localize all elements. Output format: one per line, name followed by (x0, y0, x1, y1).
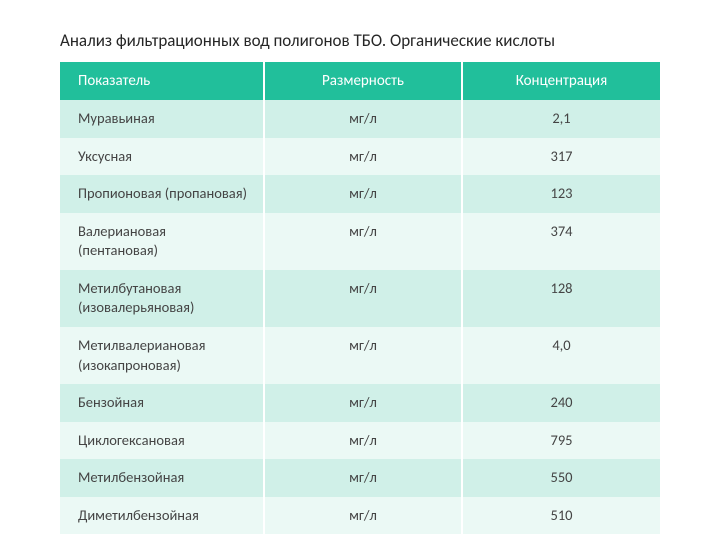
cell-unit: мг/л (264, 497, 462, 535)
cell-unit: мг/л (264, 100, 462, 138)
cell-value: 123 (462, 175, 660, 213)
cell-unit: мг/л (264, 422, 462, 460)
table-row: Диметилбензойнаямг/л510 (60, 497, 660, 535)
table-body: Муравьинаямг/л2,1Уксуснаямг/л317Пропионо… (60, 100, 660, 534)
cell-unit: мг/л (264, 138, 462, 176)
table-row: Бензойнаямг/л240 (60, 384, 660, 422)
cell-unit: мг/л (264, 327, 462, 384)
cell-indicator: Циклогексановая (60, 422, 264, 460)
cell-indicator: Муравьиная (60, 100, 264, 138)
table-row: Пропионовая (пропановая)мг/л123 (60, 175, 660, 213)
cell-unit: мг/л (264, 459, 462, 497)
cell-value: 550 (462, 459, 660, 497)
cell-indicator: Пропионовая (пропановая) (60, 175, 264, 213)
table-row: Метилвалериановая (изокапроновая)мг/л4,0 (60, 327, 660, 384)
cell-unit: мг/л (264, 175, 462, 213)
data-table: Показатель Размерность Концентрация Мура… (60, 62, 660, 534)
cell-value: 317 (462, 138, 660, 176)
cell-indicator: Метилбензойная (60, 459, 264, 497)
table-header: Показатель Размерность Концентрация (60, 62, 660, 100)
table-row: Валериановая (пентановая)мг/л374 (60, 213, 660, 270)
table-row: Уксуснаямг/л317 (60, 138, 660, 176)
cell-unit: мг/л (264, 270, 462, 327)
cell-value: 240 (462, 384, 660, 422)
table-row: Муравьинаямг/л2,1 (60, 100, 660, 138)
cell-indicator: Метилвалериановая (изокапроновая) (60, 327, 264, 384)
cell-indicator: Диметилбензойная (60, 497, 264, 535)
col-header-indicator: Показатель (60, 62, 264, 100)
cell-indicator: Бензойная (60, 384, 264, 422)
cell-indicator: Уксусная (60, 138, 264, 176)
cell-unit: мг/л (264, 213, 462, 270)
col-header-unit: Размерность (264, 62, 462, 100)
cell-value: 4,0 (462, 327, 660, 384)
cell-value: 374 (462, 213, 660, 270)
page-title: Анализ фильтрационных вод полигонов ТБО.… (60, 30, 660, 52)
cell-value: 128 (462, 270, 660, 327)
cell-unit: мг/л (264, 384, 462, 422)
col-header-concentration: Концентрация (462, 62, 660, 100)
cell-value: 795 (462, 422, 660, 460)
table-row: Метилбензойнаямг/л550 (60, 459, 660, 497)
cell-value: 2,1 (462, 100, 660, 138)
slide: Анализ фильтрационных вод полигонов ТБО.… (0, 0, 720, 540)
cell-value: 510 (462, 497, 660, 535)
table-row: Метилбутановая (изовалерьяновая)мг/л128 (60, 270, 660, 327)
table-row: Циклогексановаямг/л795 (60, 422, 660, 460)
cell-indicator: Метилбутановая (изовалерьяновая) (60, 270, 264, 327)
cell-indicator: Валериановая (пентановая) (60, 213, 264, 270)
